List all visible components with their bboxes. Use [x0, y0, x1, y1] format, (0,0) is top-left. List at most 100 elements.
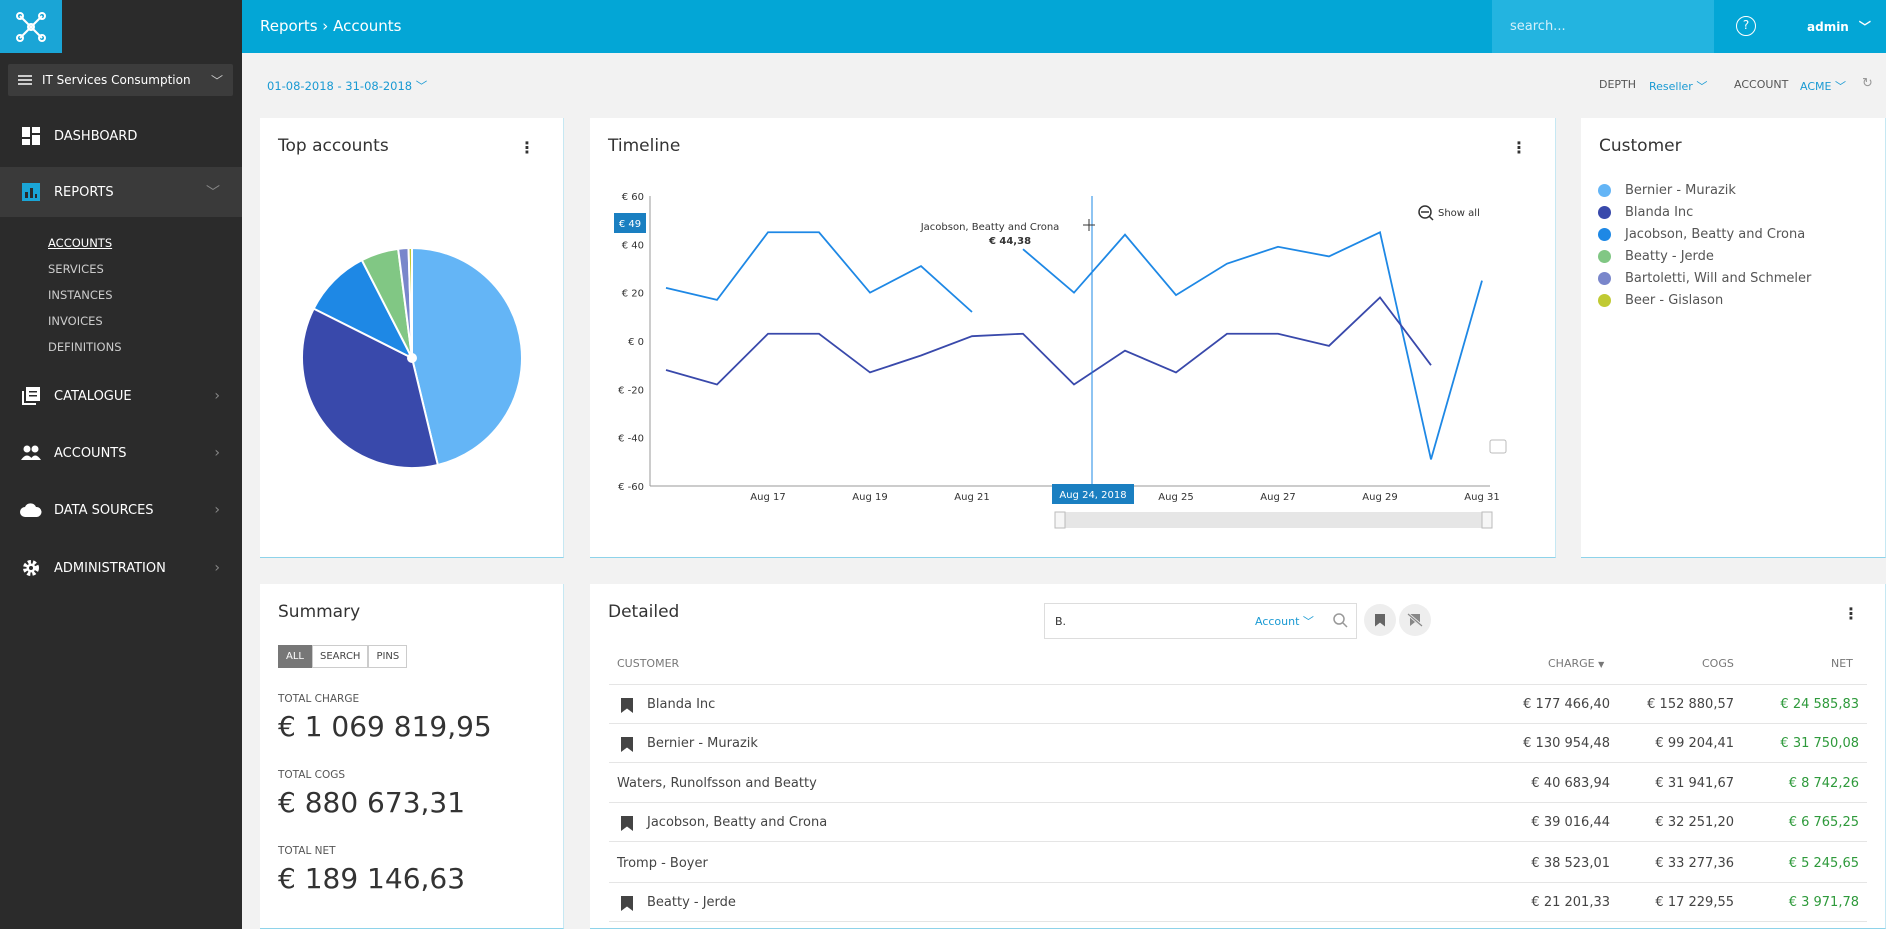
- customer-legend-card: Customer: [1581, 118, 1886, 558]
- context-selector[interactable]: IT Services Consumption ﹀: [8, 64, 233, 96]
- charge-cell: € 130 954,48: [1523, 736, 1610, 751]
- legend-item[interactable]: Bernier - Murazik: [1598, 183, 1736, 198]
- table-row[interactable]: Tromp - Boyer € 38 523,01 € 33 277,36 € …: [609, 844, 1867, 883]
- net-cell: € 8 742,26: [1788, 776, 1859, 791]
- range-handle-left[interactable]: [1054, 511, 1066, 529]
- nav-label: DASHBOARD: [54, 128, 138, 144]
- date-range-value: 01-08-2018 - 31-08-2018: [267, 79, 413, 93]
- bookmark-icon[interactable]: [621, 698, 633, 713]
- bar-chart-icon: [20, 183, 42, 201]
- cogs-cell: € 33 277,36: [1655, 856, 1734, 871]
- x-tick-label: Aug 31: [1464, 492, 1499, 503]
- subnav-services[interactable]: SERVICES: [48, 262, 104, 276]
- top-accounts-pie: [301, 246, 523, 469]
- legend-item[interactable]: Jacobson, Beatty and Crona: [1598, 227, 1805, 242]
- app-logo[interactable]: [0, 0, 62, 53]
- net-cell: € 24 585,83: [1780, 697, 1859, 712]
- unpin-all-button[interactable]: [1399, 604, 1431, 636]
- subnav-instances[interactable]: INSTANCES: [48, 288, 113, 302]
- subnav-accounts[interactable]: ACCOUNTS: [48, 236, 113, 250]
- cogs-cell: € 99 204,41: [1655, 736, 1734, 751]
- nav-accounts[interactable]: ACCOUNTS ›: [0, 428, 242, 478]
- bookmark-icon[interactable]: [621, 816, 633, 831]
- table-row[interactable]: Beatty - Jerde € 21 201,33 € 17 229,55 €…: [609, 883, 1867, 922]
- legend-item[interactable]: Beatty - Jerde: [1598, 249, 1714, 264]
- col-net[interactable]: NET: [1831, 657, 1853, 670]
- show-all-button[interactable]: Show all: [1438, 208, 1480, 219]
- table-row[interactable]: Jacobson, Beatty and Crona € 39 016,44 €…: [609, 803, 1867, 842]
- user-menu[interactable]: admin ﹀: [1807, 18, 1871, 35]
- y-tick-label: € -60: [618, 482, 644, 493]
- x-tick-label: Aug 19: [852, 492, 887, 503]
- y-crosshair-marker: [614, 213, 646, 233]
- y-tick-label: € 40: [622, 240, 644, 251]
- legend-item[interactable]: Beer - Gislason: [1598, 293, 1723, 308]
- nav-reports[interactable]: REPORTS ﹀: [0, 167, 242, 217]
- table-row[interactable]: Bernier - Murazik € 130 954,48 € 99 204,…: [609, 724, 1867, 763]
- chevron-down-icon: ﹀: [1834, 80, 1846, 93]
- depth-select[interactable]: Reseller ﹀: [1649, 78, 1707, 94]
- search-scope-select[interactable]: Account ﹀: [1255, 615, 1314, 628]
- nav-label: REPORTS: [54, 184, 114, 200]
- card-title: Summary: [278, 602, 361, 622]
- nav-administration[interactable]: ADMINISTRATION ›: [0, 543, 242, 593]
- date-range-picker[interactable]: 01-08-2018 - 31-08-2018 ﹀: [267, 78, 427, 94]
- range-scrollbar[interactable]: [1060, 512, 1488, 528]
- col-customer[interactable]: CUSTOMER: [617, 657, 680, 670]
- cogs-cell: € 152 880,57: [1647, 697, 1734, 712]
- zoom-out-icon[interactable]: [1418, 205, 1434, 221]
- detail-search-input[interactable]: B. Account ﹀: [1044, 603, 1357, 639]
- bookmark-icon: [1375, 613, 1385, 627]
- help-icon[interactable]: ?: [1736, 16, 1756, 36]
- account-select[interactable]: ACME ﹀: [1800, 78, 1846, 94]
- x-tick-label: Aug 29: [1362, 492, 1397, 503]
- more-vert-icon[interactable]: ⋮: [1511, 138, 1527, 157]
- pie-slice[interactable]: [407, 246, 413, 359]
- col-charge[interactable]: CHARGE ▼: [1548, 657, 1604, 670]
- x-tick-label: Aug 27: [1260, 492, 1295, 503]
- bookmark-icon[interactable]: [621, 896, 633, 911]
- more-vert-icon[interactable]: ⋮: [519, 138, 535, 157]
- nav-dashboard[interactable]: DASHBOARD: [0, 111, 242, 161]
- table-row[interactable]: Waters, Runolfsson and Beatty € 40 683,9…: [609, 764, 1867, 803]
- move-cursor-icon: [1083, 219, 1095, 231]
- more-vert-icon[interactable]: ⋮: [1843, 604, 1859, 623]
- legend-item[interactable]: Bartoletti, Will and Schmeler: [1598, 271, 1811, 286]
- depth-value: Reseller: [1649, 80, 1693, 93]
- legend-label: Beer - Gislason: [1625, 293, 1724, 308]
- export-menu-icon[interactable]: [1489, 439, 1507, 454]
- tab-pins[interactable]: PINS: [368, 645, 408, 668]
- cogs-cell: € 31 941,67: [1655, 776, 1734, 791]
- global-search-input[interactable]: search...: [1492, 0, 1714, 53]
- col-cogs[interactable]: COGS: [1702, 657, 1734, 670]
- depth-label: DEPTH: [1599, 78, 1637, 91]
- header-divider: [609, 684, 1867, 685]
- nav-label: ACCOUNTS: [54, 445, 127, 461]
- pin-filter-button[interactable]: [1364, 604, 1396, 636]
- subnav-definitions[interactable]: DEFINITIONS: [48, 340, 122, 354]
- pie-slice[interactable]: [301, 307, 440, 469]
- table-row[interactable]: Blanda Inc € 177 466,40 € 152 880,57 € 2…: [609, 685, 1867, 724]
- customer-cell: Jacobson, Beatty and Crona: [647, 815, 828, 830]
- y-tick-label: € 60: [622, 192, 644, 203]
- legend-swatch: [1598, 250, 1611, 263]
- refresh-icon[interactable]: ↻: [1862, 76, 1873, 91]
- nav-data-sources[interactable]: DATA SOURCES ›: [0, 485, 242, 535]
- legend-item[interactable]: Blanda Inc: [1598, 205, 1693, 220]
- search-icon[interactable]: [1332, 612, 1348, 631]
- search-value: B.: [1055, 614, 1067, 628]
- legend-swatch: [1598, 184, 1611, 197]
- customer-cell: Bernier - Murazik: [647, 736, 758, 751]
- bookmark-icon[interactable]: [621, 737, 633, 752]
- tab-search[interactable]: SEARCH: [311, 645, 369, 668]
- total-net-label: TOTAL NET: [278, 845, 336, 857]
- chevron-right-icon: ›: [214, 445, 220, 461]
- account-label: ACCOUNT: [1734, 78, 1789, 91]
- subnav-invoices[interactable]: INVOICES: [48, 314, 103, 328]
- total-charge-label: TOTAL CHARGE: [278, 693, 360, 705]
- tab-all[interactable]: ALL: [278, 645, 312, 668]
- nav-catalogue[interactable]: CATALOGUE ›: [0, 371, 242, 421]
- users-icon: [20, 444, 42, 462]
- pie-slice[interactable]: [411, 246, 523, 467]
- range-handle-right[interactable]: [1481, 511, 1493, 529]
